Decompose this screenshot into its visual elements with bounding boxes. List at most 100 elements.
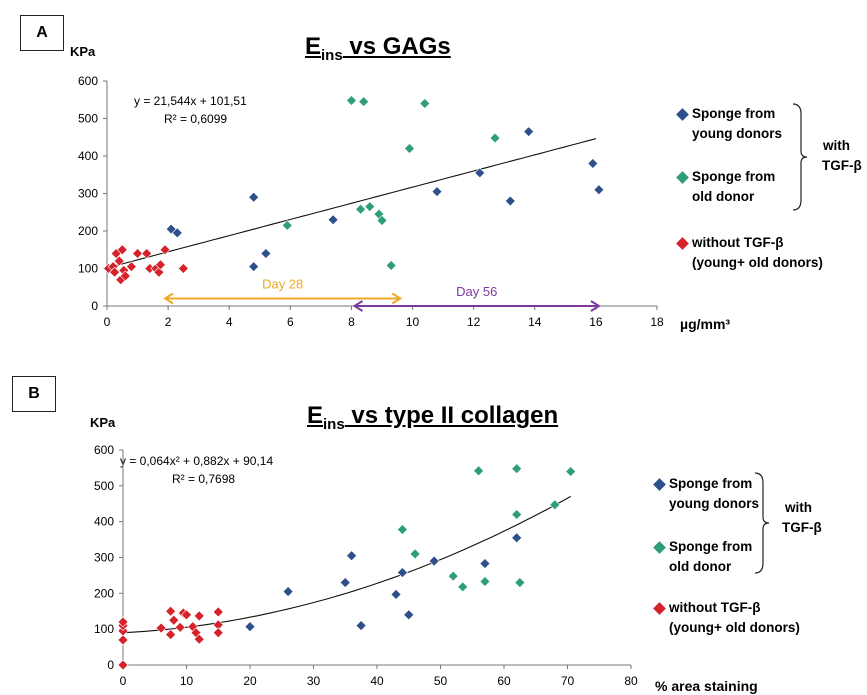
chart-a-y-tick-label: 200 [78,224,98,238]
chart-b-point-old [511,509,523,520]
chart-b-point-without [212,627,224,639]
chart-a-y-tick-label: 100 [78,262,98,276]
chart-a-point-young [248,261,260,273]
chart-a-equation: y = 21,544x + 101,51 R² = 0,6099 [134,94,247,126]
chart-a-point-old [489,132,501,144]
chart-b-point-young [428,555,440,567]
chart-b-point-without [165,629,177,640]
chart-a-point-young [431,186,443,198]
chart-b-point-old [396,524,408,535]
chart-a-point-old [281,219,293,231]
chart-b-point-without [193,610,205,622]
chart-a-point-young [474,167,486,179]
chart-a-point-old [385,260,397,271]
chart-b-x-tick-label: 80 [624,674,638,688]
chart-a-point-old [404,143,415,154]
legend-a-brace [792,103,808,211]
panel-label-b: B [12,376,56,412]
chart-a-point-old [364,201,376,213]
chart-a-arrowhead-left [352,300,364,312]
chart-a-x-tick-label: 8 [348,315,355,329]
chart-b-point-old [457,581,469,593]
chart-a-xlabel: µg/mm³ [680,316,731,332]
chart-b-x-tick-label: 30 [307,674,321,688]
chart-a-annotation-label: Day 28 [262,277,303,292]
chart-a-point-young [165,223,177,235]
chart-b-y-tick-label: 500 [94,479,114,493]
chart-b-ylabel: KPa [90,415,116,430]
chart-a-y-tick-label: 300 [78,187,98,201]
chart-b-title: Eins vs type II collagen [307,402,559,433]
chart-a-point-old [358,96,370,108]
chart-b-x-tick-label: 70 [561,674,575,688]
chart-a-trendline [106,138,597,269]
chart-b-point-without [165,605,177,617]
chart-b-x-tick-label: 0 [120,674,127,688]
chart-b-y-tick-label: 600 [94,443,114,457]
chart-a-point-young [171,227,183,239]
chart-a-x-tick-label: 4 [226,315,233,329]
chart-a-point-old [419,98,431,109]
legend-b-brace [754,472,770,574]
chart-b-x-tick-label: 20 [243,674,257,688]
chart-b-point-without [168,614,180,626]
chart-a-point-young [260,248,272,259]
chart-a-point-young [587,158,599,169]
chart-a-point-old [376,215,388,226]
chart-b-point-young [282,586,294,597]
chart-b-y-tick-label: 100 [94,622,114,636]
chart-a-y-tick-label: 500 [78,112,98,126]
chart-b-point-old [511,463,523,475]
chart-b-point-old [447,570,459,582]
chart-a-y-tick-label: 0 [91,299,98,313]
chart-b-point-without [181,609,192,621]
chart-b-y-tick-label: 200 [94,586,114,600]
chart-a-point-without [177,263,189,274]
chart-a-point-young [593,184,605,196]
chart-b-xlabel: % area staining [655,678,758,694]
chart-a-point-without [126,261,137,273]
chart-a-point-young [523,126,535,138]
chart-b-point-without [117,659,129,671]
chart-a-point-old [346,95,357,106]
chart-a-point-without [109,266,121,278]
chart-b-point-young [339,577,351,589]
chart-b-x-tick-label: 60 [497,674,511,688]
chart-b-point-without [193,633,205,645]
chart-b-x-tick-label: 10 [180,674,194,688]
chart-b-x-tick-label: 50 [434,674,448,688]
chart-a-point-without [132,248,143,259]
chart-a-x-tick-label: 0 [104,315,111,329]
chart-a-x-tick-label: 6 [287,315,294,329]
chart-b-point-old [549,499,561,511]
chart-a-point-old [355,203,367,215]
chart-a-x-tick-label: 10 [406,315,420,329]
chart-a-point-without [141,248,153,259]
chart-b-point-old [565,466,577,477]
chart-b-point-young [511,532,523,544]
chart-a-x-tick-label: 12 [467,315,481,329]
chart-b-point-young [355,620,367,632]
chart-b-point-old [514,577,526,589]
chart-b-point-young [346,550,358,562]
chart-a-arrowhead-right [590,300,601,312]
chart-a-y-tick-label: 400 [78,149,98,163]
chart-b-point-young [244,621,256,633]
chart-a-x-tick-label: 18 [650,315,664,329]
chart-b-point-without [174,621,186,633]
chart-b-point-young [479,558,491,570]
chart-b-point-without [117,634,129,646]
chart-a-point-without [159,244,171,256]
chart-a-arrowhead-left [163,292,174,305]
chart-b-point-without [212,606,224,618]
panel-label-a: A [20,15,64,51]
chart-a-point-young [504,195,516,207]
chart-a-point-young [248,191,260,203]
chart-b-equation: y = 0,064x² + 0,882x + 90,14 R² = 0,7698 [120,454,274,486]
chart-b-point-old [473,465,485,477]
chart-b-trendline [122,495,571,634]
chart-b-point-young [390,588,402,600]
chart-b-y-tick-label: 300 [94,551,114,565]
chart-a-x-tick-label: 14 [528,315,542,329]
